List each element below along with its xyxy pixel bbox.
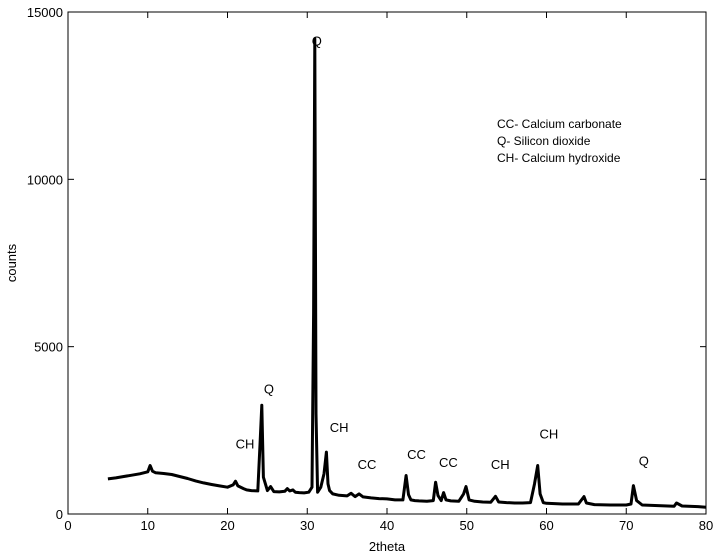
series-line (107, 37, 707, 509)
x-tick-label: 0 (64, 518, 71, 533)
y-tick-label: 15000 (27, 5, 63, 20)
x-tick-label: 20 (220, 518, 234, 533)
y-axis-title: counts (4, 243, 19, 282)
legend: CC- Calcium carbonate Q- Silicon dioxide C… (497, 117, 622, 165)
x-tick-labels: 0 10 20 30 40 50 60 70 80 (64, 518, 713, 533)
legend-entry: CC- Calcium carbonate (497, 117, 622, 131)
y-tick-label: 10000 (27, 172, 63, 187)
peak-label: CC (439, 455, 458, 470)
y-tick-label: 0 (56, 507, 63, 522)
x-tick-label: 40 (380, 518, 394, 533)
y-tick-label: 5000 (34, 340, 63, 355)
plot-frame (67, 11, 707, 515)
peak-label: CH (540, 427, 559, 442)
peak-label: Q (639, 453, 649, 468)
peak-label: CH (330, 420, 349, 435)
peak-label: CH (236, 437, 255, 452)
peak-label: CH (491, 457, 510, 472)
axis-ticks (67, 11, 707, 515)
legend-entry: Q- Silicon dioxide (497, 134, 591, 148)
x-tick-label: 80 (699, 518, 713, 533)
x-axis-title: 2theta (369, 539, 406, 554)
x-tick-label: 10 (141, 518, 155, 533)
x-tick-label: 60 (539, 518, 553, 533)
y-tick-labels: 0 5000 10000 15000 (27, 5, 63, 522)
peak-label: Q (264, 382, 274, 397)
peak-label: Q (312, 33, 322, 48)
peak-labels: Q Q CH CH CC CC CC CH CH Q (236, 33, 649, 471)
legend-entry: CH- Calcium hydroxide (497, 151, 621, 165)
peak-label: CC (358, 457, 377, 472)
x-tick-label: 70 (619, 518, 633, 533)
peak-label: CC (407, 447, 426, 462)
x-tick-label: 30 (300, 518, 314, 533)
x-tick-label: 50 (460, 518, 474, 533)
